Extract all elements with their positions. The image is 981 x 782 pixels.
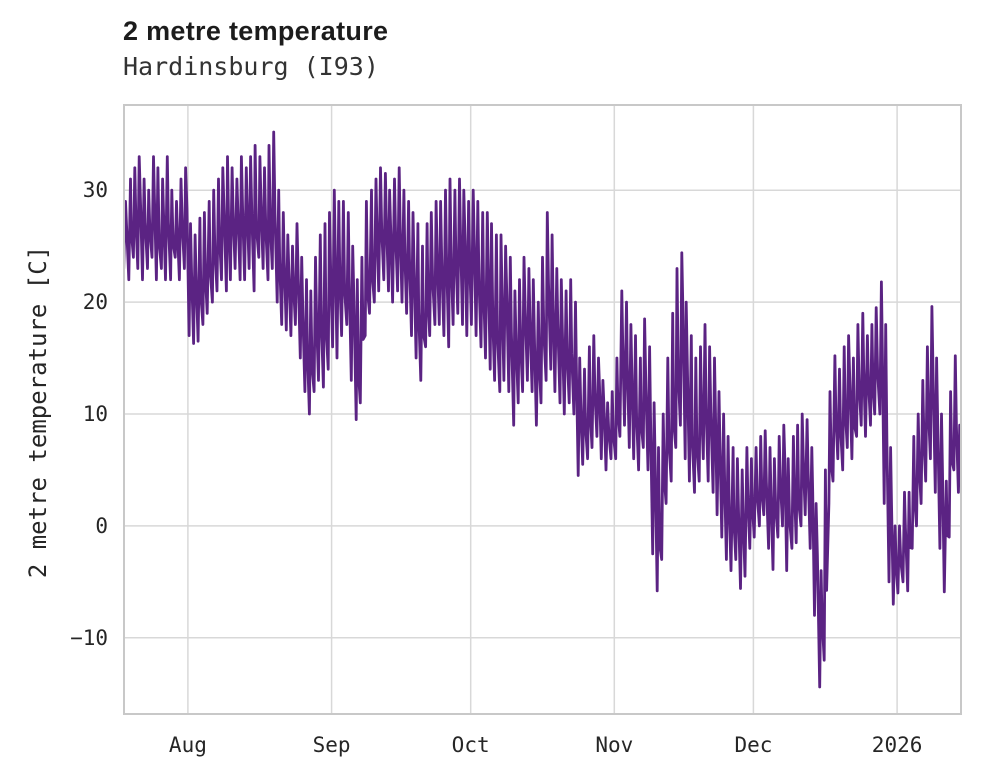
temperature-series <box>121 130 964 689</box>
plot-area <box>121 104 964 715</box>
y-tick-label: 0 <box>95 513 108 538</box>
y-tick-label: 30 <box>82 178 108 203</box>
x-tick-label: Oct <box>451 733 490 757</box>
chart-subtitle: Hardinsburg (I93) <box>123 52 379 81</box>
plot-border <box>123 104 962 715</box>
x-tick-label: 2026 <box>871 733 923 757</box>
x-tick-label: Dec <box>734 733 773 757</box>
x-tick-label: Aug <box>168 733 207 757</box>
x-tick-label: Nov <box>595 733 634 757</box>
x-tick-label: Sep <box>312 733 351 757</box>
y-tick-label: 20 <box>82 290 108 315</box>
y-tick-label: −10 <box>70 625 108 650</box>
chart-title: 2 metre temperature <box>123 16 389 46</box>
temperature-line-chart <box>121 104 964 715</box>
y-tick-label: 10 <box>82 401 108 426</box>
